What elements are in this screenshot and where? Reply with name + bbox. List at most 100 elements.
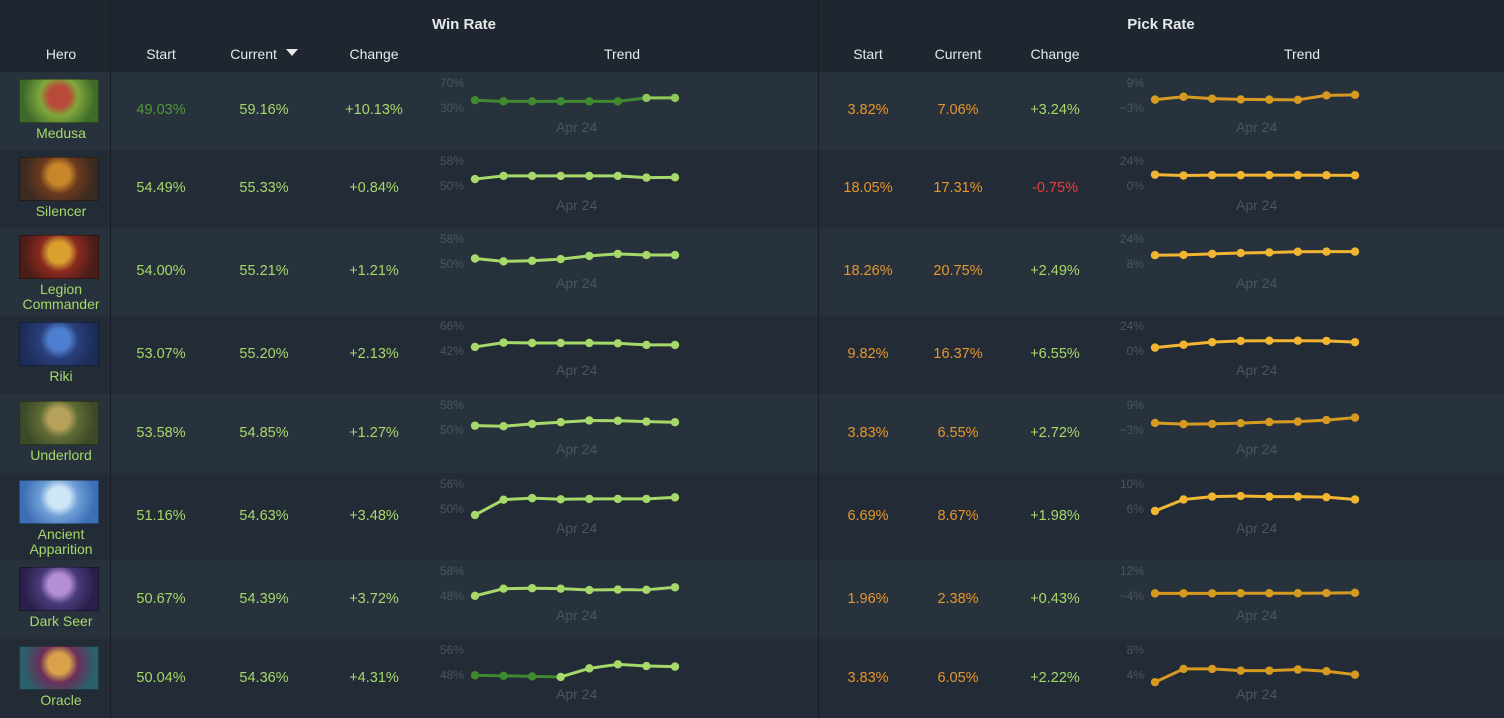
hero-cell[interactable]: Dark Seer: [12, 560, 110, 639]
hero-name[interactable]: Underlord: [30, 447, 92, 463]
wr-trend-sparkline[interactable]: [465, 72, 685, 132]
hero-name[interactable]: Dark Seer: [29, 613, 93, 629]
pr-trend-sparkline[interactable]: [1145, 315, 1365, 375]
wr-change-value: +0.84%: [349, 180, 399, 196]
wr-trend-point: [556, 97, 565, 106]
table-row[interactable]: Legion Commander 54.00% 55.21% +1.21% 18.26%…: [0, 228, 1504, 315]
pr-current-value: 2.38%: [937, 591, 979, 607]
hero-name[interactable]: Medusa: [36, 125, 86, 141]
hero-cell[interactable]: Silencer: [12, 150, 110, 228]
pr-trend-point: [1265, 170, 1274, 180]
wr-trend-segment: [617, 174, 647, 180]
wr-trend-point: [499, 97, 508, 106]
hero-name[interactable]: Oracle: [40, 692, 82, 708]
pr-current-value: 16.37%: [933, 346, 983, 362]
table-row[interactable]: Dark Seer 50.67% 54.39% +3.72% 1.96% 2.38% +0.…: [0, 560, 1504, 639]
wr-trend-sparkline[interactable]: [465, 315, 685, 375]
wr-trend-segment: [503, 674, 533, 678]
legion-commander-portrait[interactable]: [19, 235, 99, 279]
wr-trend-bottom-label: 50%: [439, 502, 464, 516]
pr-trend-point: [1293, 170, 1303, 180]
pr-trend-sparkline[interactable]: [1145, 639, 1365, 699]
pr-trend-point: [1265, 666, 1274, 675]
col-header-wr-change[interactable]: Change: [349, 46, 399, 62]
pr-trend-sparkline[interactable]: [1145, 560, 1365, 620]
wr-trend-sparkline[interactable]: [465, 473, 685, 533]
col-header-pr-trend[interactable]: Trend: [1283, 46, 1321, 62]
dark-seer-portrait[interactable]: [19, 567, 99, 611]
pr-trend-sparkline[interactable]: [1145, 394, 1365, 454]
pr-trend-point: [1293, 492, 1303, 501]
hero-cell[interactable]: Oracle: [12, 639, 110, 718]
wr-trend-point: [470, 174, 480, 184]
pr-trend-segment: [1326, 416, 1356, 422]
table-row[interactable]: Riki 53.07% 55.20% +2.13% 9.82% 16.37% +6.55% 6…: [0, 315, 1504, 394]
wr-trend-sparkline[interactable]: [465, 228, 685, 288]
hero-name[interactable]: Ancient Apparition: [29, 526, 93, 557]
wr-trend-point: [499, 495, 508, 504]
wr-trend-sparkline[interactable]: [465, 394, 685, 454]
hero-cell[interactable]: Underlord: [12, 394, 110, 473]
pr-trend-point: [1350, 495, 1360, 504]
pr-trend-point: [1293, 247, 1303, 256]
wr-current-value: 55.21%: [239, 263, 289, 279]
pr-trend-segment: [1183, 340, 1213, 347]
col-header-wr-start[interactable]: Start: [146, 46, 176, 62]
pr-trend-bottom-label: 0%: [1126, 179, 1144, 193]
wr-trend-point: [642, 417, 651, 426]
wr-trend-point: [499, 584, 508, 593]
wr-trend-sparkline[interactable]: [465, 150, 685, 210]
pr-trend-point: [1150, 250, 1160, 260]
hero-cell[interactable]: Medusa: [12, 72, 110, 150]
silencer-portrait[interactable]: [19, 157, 99, 201]
wr-trend-segment: [617, 419, 647, 424]
wr-trend-point: [527, 338, 537, 348]
hero-cell[interactable]: Legion Commander: [12, 228, 110, 315]
table-row[interactable]: Underlord 53.58% 54.85% +1.27% 3.83% 6.55% +2.…: [0, 394, 1504, 473]
ancient-apparition-portrait[interactable]: [19, 480, 99, 524]
table-row[interactable]: Silencer 54.49% 55.33% +0.84% 18.05% 17.31% -0…: [0, 150, 1504, 228]
wr-trend-sparkline[interactable]: [465, 639, 685, 699]
pr-trend-point: [1150, 677, 1160, 687]
hero-cell[interactable]: Riki: [12, 315, 110, 394]
table-row[interactable]: Oracle 50.04% 54.36% +4.31% 3.83% 6.05% +2.22%…: [0, 639, 1504, 718]
col-header-wr-current[interactable]: Current: [214, 46, 314, 62]
pr-trend-point: [1207, 664, 1217, 674]
pr-trend-sparkline[interactable]: [1145, 72, 1365, 132]
pr-start-value: 3.83%: [847, 670, 889, 686]
pr-trend-sparkline[interactable]: [1145, 150, 1365, 210]
wr-trend-point: [613, 494, 623, 504]
hero-name[interactable]: Silencer: [35, 203, 87, 219]
wr-trend-point: [556, 418, 565, 427]
col-header-wr-trend[interactable]: Trend: [603, 46, 641, 62]
wr-trend-sparkline[interactable]: [465, 560, 685, 620]
pr-trend-point: [1236, 589, 1245, 598]
wr-trend-point: [670, 250, 680, 260]
underlord-portrait[interactable]: [19, 401, 99, 445]
pr-trend-date-label: Apr 24: [1236, 441, 1278, 457]
wr-trend-point: [527, 256, 537, 265]
pr-trend-segment: [1240, 250, 1270, 255]
wr-current-value: 54.85%: [239, 425, 289, 441]
wr-trend-point: [585, 171, 594, 181]
hero-name[interactable]: Riki: [49, 368, 73, 384]
table-row[interactable]: Ancient Apparition 51.16% 54.63% +3.48% 6.69…: [0, 473, 1504, 560]
wr-trend-segment: [532, 674, 561, 679]
col-header-hero[interactable]: Hero: [45, 46, 77, 62]
oracle-portrait[interactable]: [19, 646, 99, 690]
wr-trend-point: [613, 416, 623, 425]
pr-trend-bottom-label: 6%: [1126, 502, 1144, 516]
pr-trend-sparkline[interactable]: [1145, 473, 1365, 533]
col-header-pr-start[interactable]: Start: [853, 46, 883, 62]
hero-cell[interactable]: Ancient Apparition: [12, 473, 110, 560]
pr-trend-point: [1350, 90, 1360, 100]
pr-trend-sparkline[interactable]: [1145, 228, 1365, 288]
col-header-pr-current[interactable]: Current: [934, 46, 982, 62]
riki-portrait[interactable]: [19, 322, 99, 366]
medusa-portrait[interactable]: [19, 79, 99, 123]
wr-trend-point: [556, 584, 565, 593]
table-row[interactable]: Medusa 49.03% 59.16% +10.13% 3.82% 7.06% +3.24…: [0, 72, 1504, 150]
pr-trend-bottom-label: −3%: [1119, 423, 1144, 437]
hero-name[interactable]: Legion Commander: [22, 281, 100, 312]
col-header-pr-change[interactable]: Change: [1030, 46, 1080, 62]
